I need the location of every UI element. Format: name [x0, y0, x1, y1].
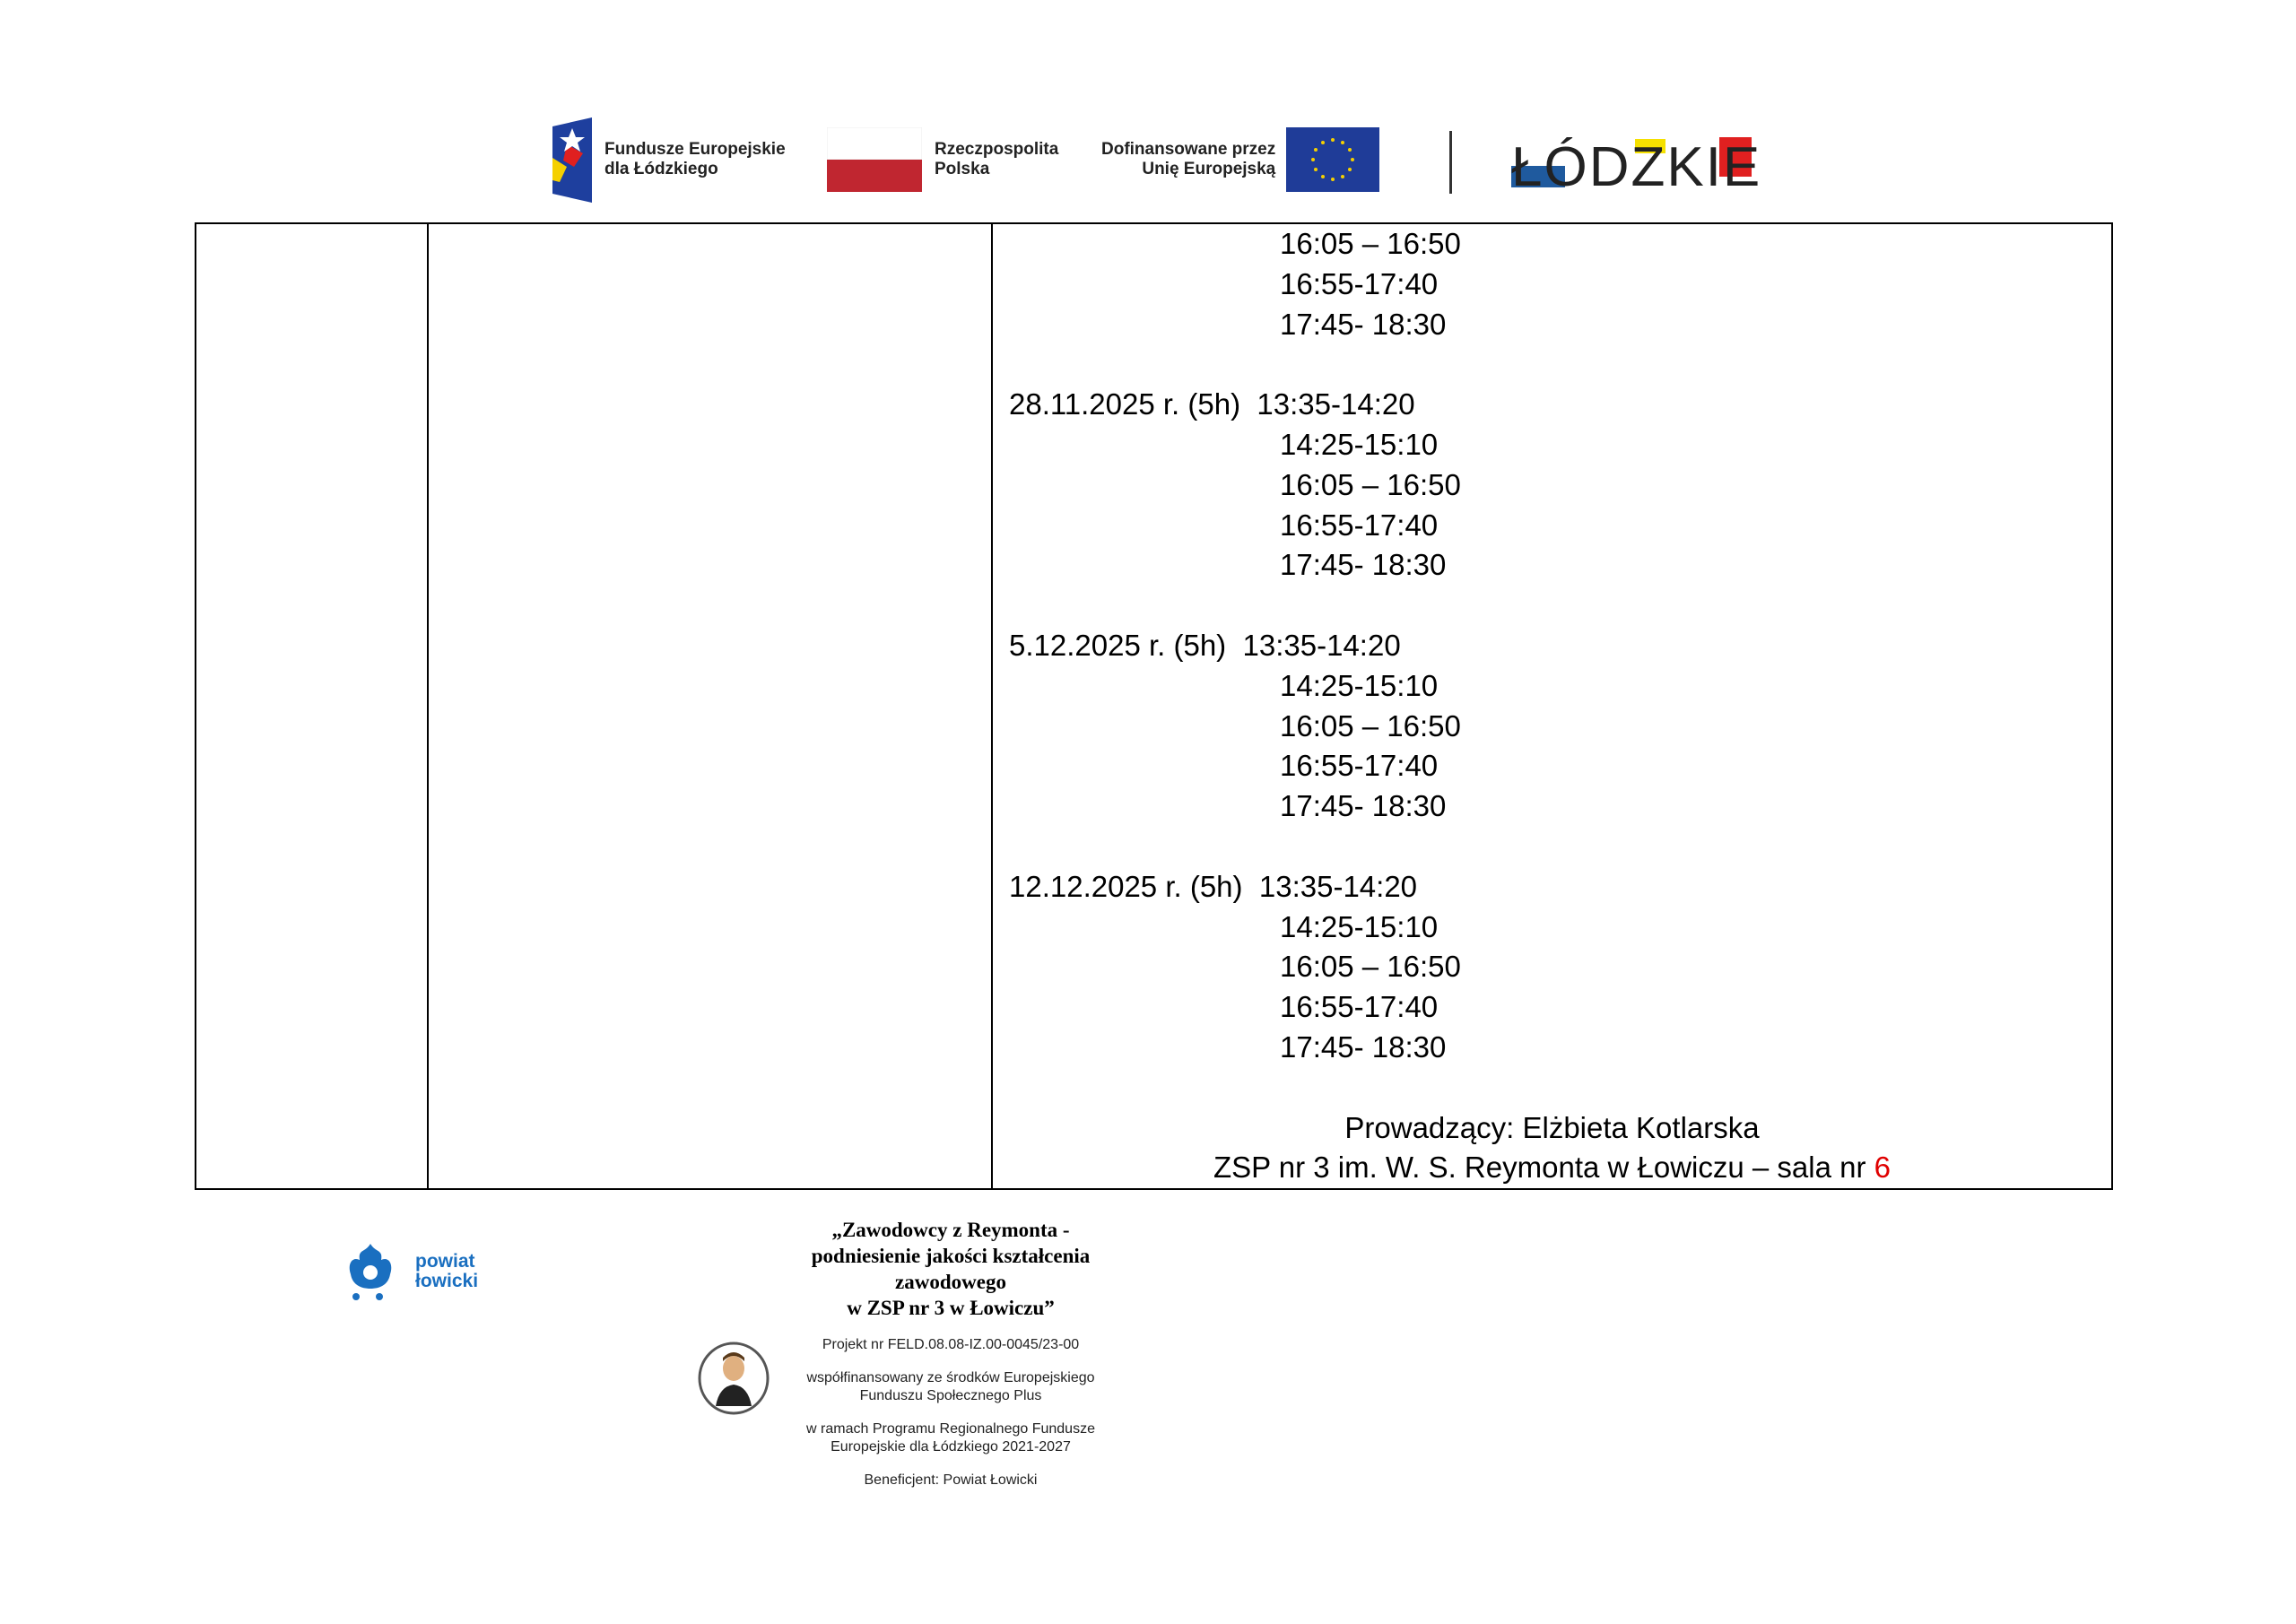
- time-slot: 17:45- 18:30: [1280, 548, 1447, 582]
- cofinance-text: współfinansowany ze środków Europejskieg…: [744, 1369, 1157, 1405]
- programme-text: w ramach Programu Regionalnego Fundusze …: [744, 1420, 1157, 1456]
- cofinance-line: Funduszu Społecznego Plus: [859, 1388, 1042, 1403]
- powiat-logo: powiat łowicki: [344, 1242, 478, 1301]
- logo-divider: [1449, 131, 1452, 194]
- fe-logo: Fundusze Europejskie dla Łódzkiego: [547, 115, 786, 204]
- powiat-line1: powiat: [415, 1251, 475, 1272]
- time-slot: 17:45- 18:30: [1280, 1029, 1447, 1064]
- time-slot: 16:55-17:40: [1280, 508, 1439, 542]
- project-number: Projekt nr FELD.08.08-IZ.00-0045/23-00: [822, 1337, 1080, 1352]
- table-cell-empty-2: [427, 221, 993, 1191]
- eu-logo-line2: Unię Europejską: [1142, 160, 1276, 178]
- time-slot: 13:35-14:20: [1258, 869, 1418, 903]
- programme-line: Europejskie dla Łódzkiego 2021-2027: [831, 1439, 1071, 1455]
- time-slot: 13:35-14:20: [1257, 387, 1415, 421]
- powiat-line2: łowicki: [415, 1271, 479, 1291]
- time-slot: 16:05 – 16:50: [1280, 950, 1461, 984]
- rp-logo-line2: Polska: [935, 160, 990, 178]
- time-slot: 13:35-14:20: [1242, 628, 1401, 662]
- fe-logo-line2: dla Łódzkiego: [604, 160, 718, 178]
- time-slot: 16:55-17:40: [1280, 749, 1439, 783]
- time-slot: 14:25-15:10: [1280, 668, 1439, 702]
- lodzkie-logo-text: ŁÓDZKIE: [1511, 136, 1762, 198]
- time-slot: 17:45- 18:30: [1280, 789, 1447, 823]
- time-slot: 16:55-17:40: [1280, 990, 1439, 1024]
- programme-line: w ramach Programu Regionalnego Fundusze: [806, 1421, 1095, 1437]
- instructor: Prowadzący: Elżbieta Kotlarska: [1344, 1110, 1760, 1144]
- project-title-line: „Zawodowcy z Reymonta -: [831, 1219, 1070, 1241]
- rp-logo-line1: Rzeczpospolita: [935, 140, 1059, 159]
- school-patron-emblem: [698, 1342, 770, 1415]
- schedule-cell: 16:05 – 16:50 16:55-17:40 17:45- 18:30 2…: [991, 221, 2113, 1191]
- schedule-table: 16:05 – 16:50 16:55-17:40 17:45- 18:30 2…: [195, 221, 2113, 1191]
- eu-logo-line1: Dofinansowane przez: [1101, 140, 1276, 159]
- time-slot: 17:45- 18:30: [1280, 307, 1447, 341]
- rp-logo: Rzeczpospolita Polska: [827, 115, 1058, 204]
- fe-flag-icon: [552, 117, 592, 203]
- room-number: 6: [1874, 1151, 1891, 1185]
- time-slot: 16:05 – 16:50: [1280, 227, 1461, 260]
- eu-flag-icon: [1286, 127, 1380, 192]
- time-slot: 16:05 – 16:50: [1280, 708, 1461, 743]
- project-title-line: zawodowego: [895, 1271, 1006, 1293]
- fe-logo-line1: Fundusze Europejskie: [604, 140, 786, 159]
- session-date: 28.11.2025 r. (5h): [1009, 387, 1241, 421]
- header-logos: Fundusze Europejskie dla Łódzkiego Rzecz…: [547, 115, 1767, 204]
- time-slot: 16:55-17:40: [1280, 266, 1439, 300]
- table-cell-empty-1: [195, 221, 429, 1191]
- session-date: 12.12.2025 r. (5h): [1009, 869, 1243, 903]
- session-date: 5.12.2025 r. (5h): [1009, 628, 1227, 662]
- lodzkie-logo: ŁÓDZKIE: [1511, 115, 1760, 204]
- date-line: 12.12.2025 r. (5h) 13:35-14:20: [1009, 867, 2111, 908]
- date-line: 28.11.2025 r. (5h) 13:35-14:20: [1009, 385, 2111, 425]
- time-slot: 16:05 – 16:50: [1280, 467, 1461, 501]
- time-slot: 14:25-15:10: [1280, 909, 1439, 943]
- project-title-line: podniesienie jakości kształcenia: [811, 1245, 1091, 1267]
- beneficiary: Beneficjent: Powiat Łowicki: [864, 1472, 1038, 1488]
- location: ZSP nr 3 im. W. S. Reymonta w Łowiczu – …: [1009, 1148, 2111, 1188]
- date-line: 5.12.2025 r. (5h) 13:35-14:20: [1009, 626, 2111, 666]
- time-slot: 14:25-15:10: [1280, 427, 1439, 461]
- project-title-line: w ZSP nr 3 w Łowiczu”: [847, 1297, 1055, 1319]
- powiat-crest-icon: [349, 1244, 392, 1300]
- project-title: „Zawodowcy z Reymonta - podniesienie jak…: [744, 1217, 1157, 1321]
- location-text: ZSP nr 3 im. W. S. Reymonta w Łowiczu – …: [1213, 1151, 1874, 1185]
- polish-flag-icon: [827, 127, 922, 192]
- eu-logo: Dofinansowane przez Unię Europejską: [1101, 115, 1380, 204]
- table-row: 16:05 – 16:50 16:55-17:40 17:45- 18:30 2…: [195, 221, 2113, 1191]
- cofinance-line: współfinansowany ze środków Europejskieg…: [806, 1370, 1095, 1385]
